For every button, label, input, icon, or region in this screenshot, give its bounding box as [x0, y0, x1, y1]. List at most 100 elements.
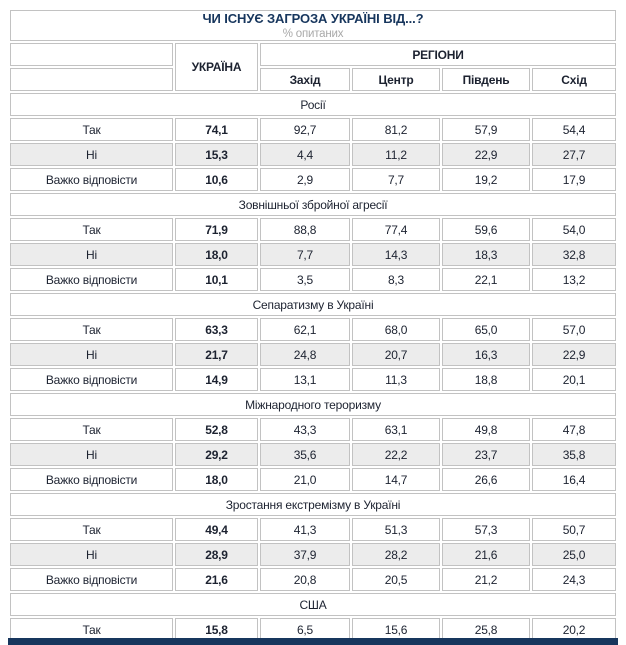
region-value: 88,8 [260, 218, 350, 241]
corner-empty-cell-2 [10, 68, 173, 91]
column-header-region: Центр [352, 68, 440, 91]
column-group-regions: РЕГІОНИ [260, 43, 616, 66]
region-value: 2,9 [260, 168, 350, 191]
header-row-groups: УКРАЇНА РЕГІОНИ [10, 43, 616, 91]
answer-label: Так [10, 118, 173, 141]
answer-label: Так [10, 418, 173, 441]
region-value: 57,3 [442, 518, 530, 541]
region-value: 17,9 [532, 168, 616, 191]
page-title: ЧИ ІСНУЄ ЗАГРОЗА УКРАЇНІ ВІД...? [202, 11, 424, 26]
section-header: США [10, 593, 616, 616]
page-subtitle: % опитаних [282, 28, 344, 40]
region-value: 28,2 [352, 543, 440, 566]
table-row: Ні 18,0 7,7 14,3 18,3 32,8 [10, 243, 616, 266]
region-value: 35,6 [260, 443, 350, 466]
answer-label: Ні [10, 343, 173, 366]
region-value: 57,0 [532, 318, 616, 341]
region-value: 49,8 [442, 418, 530, 441]
region-value: 7,7 [260, 243, 350, 266]
section-header-row: Міжнародного тероризму [10, 393, 616, 416]
threat-survey-table: ЧИ ІСНУЄ ЗАГРОЗА УКРАЇНІ ВІД...? % опита… [8, 8, 618, 645]
region-value: 77,4 [352, 218, 440, 241]
table-row: Важко відповісти 10,1 3,5 8,3 22,1 13,2 [10, 268, 616, 291]
region-value: 21,6 [442, 543, 530, 566]
region-value: 22,2 [352, 443, 440, 466]
region-value: 11,2 [352, 143, 440, 166]
section-header-row: Росії [10, 93, 616, 116]
region-value: 81,2 [352, 118, 440, 141]
ukraine-value: 18,0 [175, 468, 258, 491]
region-value: 23,7 [442, 443, 530, 466]
title-row: ЧИ ІСНУЄ ЗАГРОЗА УКРАЇНІ ВІД...? % опита… [10, 10, 616, 41]
region-value: 24,3 [532, 568, 616, 591]
ukraine-value: 10,1 [175, 268, 258, 291]
region-value: 19,2 [442, 168, 530, 191]
region-value: 4,4 [260, 143, 350, 166]
table-row: Так 15,8 6,5 15,6 25,8 20,2 [10, 618, 616, 641]
region-value: 7,7 [352, 168, 440, 191]
ukraine-value: 18,0 [175, 243, 258, 266]
answer-label: Важко відповісти [10, 168, 173, 191]
region-value: 68,0 [352, 318, 440, 341]
region-value: 63,1 [352, 418, 440, 441]
ukraine-value: 71,9 [175, 218, 258, 241]
region-value: 41,3 [260, 518, 350, 541]
region-value: 50,7 [532, 518, 616, 541]
region-value: 14,7 [352, 468, 440, 491]
table-row: Так 63,3 62,1 68,0 65,0 57,0 [10, 318, 616, 341]
column-header-region: Південь [442, 68, 530, 91]
answer-label: Важко відповісти [10, 368, 173, 391]
answer-label: Ні [10, 443, 173, 466]
region-value: 16,3 [442, 343, 530, 366]
section-header-row: Зростання екстремізму в Україні [10, 493, 616, 516]
section-header: Зростання екстремізму в Україні [10, 493, 616, 516]
region-value: 13,1 [260, 368, 350, 391]
next-section-header-partial [8, 638, 618, 645]
region-value: 24,8 [260, 343, 350, 366]
answer-label: Важко відповісти [10, 468, 173, 491]
table-row: Важко відповісти 14,9 13,1 11,3 18,8 20,1 [10, 368, 616, 391]
section-header: Сепаратизму в Україні [10, 293, 616, 316]
region-value: 43,3 [260, 418, 350, 441]
region-value: 3,5 [260, 268, 350, 291]
answer-label: Важко відповісти [10, 268, 173, 291]
answer-label: Важко відповісти [10, 568, 173, 591]
table-row: Важко відповісти 10,6 2,9 7,7 19,2 17,9 [10, 168, 616, 191]
region-value: 21,0 [260, 468, 350, 491]
ukraine-value: 21,6 [175, 568, 258, 591]
region-value: 20,8 [260, 568, 350, 591]
ukraine-value: 52,8 [175, 418, 258, 441]
table-row: Ні 28,9 37,9 28,2 21,6 25,0 [10, 543, 616, 566]
header-row-regions: Захід Центр Південь Схід [10, 68, 616, 91]
ukraine-value: 10,6 [175, 168, 258, 191]
region-value: 22,1 [442, 268, 530, 291]
answer-label: Так [10, 218, 173, 241]
column-header-region: Захід [260, 68, 350, 91]
region-value: 54,4 [532, 118, 616, 141]
column-header-region: Схід [532, 68, 616, 91]
region-value: 20,7 [352, 343, 440, 366]
table-row: Ні 29,2 35,6 22,2 23,7 35,8 [10, 443, 616, 466]
ukraine-value: 21,7 [175, 343, 258, 366]
table-row: Так 71,9 88,8 77,4 59,6 54,0 [10, 218, 616, 241]
section-header-row: Зовнішньої збройної агресії [10, 193, 616, 216]
region-value: 22,9 [532, 343, 616, 366]
region-value: 14,3 [352, 243, 440, 266]
table-row: Важко відповісти 21,6 20,8 20,5 21,2 24,3 [10, 568, 616, 591]
table-row: Так 52,8 43,3 63,1 49,8 47,8 [10, 418, 616, 441]
answer-label: Так [10, 318, 173, 341]
region-value: 6,5 [260, 618, 350, 641]
ukraine-value: 14,9 [175, 368, 258, 391]
table-row: Ні 15,3 4,4 11,2 22,9 27,7 [10, 143, 616, 166]
region-value: 20,1 [532, 368, 616, 391]
column-header-ukraine: УКРАЇНА [175, 43, 258, 91]
region-value: 59,6 [442, 218, 530, 241]
ukraine-value: 15,8 [175, 618, 258, 641]
ukraine-value: 28,9 [175, 543, 258, 566]
title-cell: ЧИ ІСНУЄ ЗАГРОЗА УКРАЇНІ ВІД...? % опита… [10, 10, 616, 41]
table-row: Важко відповісти 18,0 21,0 14,7 26,6 16,4 [10, 468, 616, 491]
answer-label: Так [10, 518, 173, 541]
region-value: 20,2 [532, 618, 616, 641]
region-value: 11,3 [352, 368, 440, 391]
